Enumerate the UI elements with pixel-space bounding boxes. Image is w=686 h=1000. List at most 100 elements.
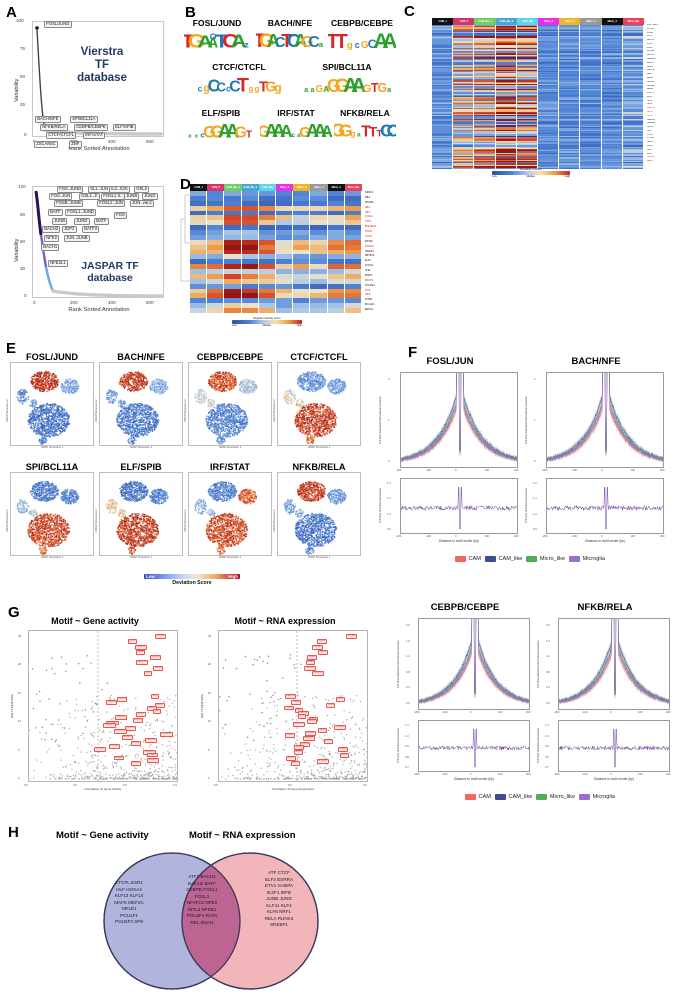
svg-text:z: z xyxy=(245,40,249,50)
heatmap-cell xyxy=(432,114,453,116)
heatmap-row-label: REL xyxy=(647,73,652,76)
heatmap-cell xyxy=(241,210,258,216)
heatmap-cell xyxy=(453,91,474,93)
heatmap-cell xyxy=(559,114,580,116)
scatter-gene-label: CTCFL xyxy=(94,746,106,752)
heatmap-cell xyxy=(580,127,601,129)
heatmap-cell xyxy=(580,112,601,115)
heatmap-cell xyxy=(580,162,601,164)
heatmap-cell xyxy=(559,126,580,128)
heatmap-cell xyxy=(516,26,538,28)
heatmap-cell xyxy=(495,43,516,45)
heatmap-cell xyxy=(432,65,453,68)
heatmap-cell xyxy=(622,128,644,130)
heatmap-cell xyxy=(559,85,580,87)
logo-nfkb-rela: NFKB/RELA G G g a T T T C C xyxy=(331,108,400,145)
panel-c-legend: Deviation z-score Low Median High xyxy=(492,167,570,178)
svg-text:G: G xyxy=(210,121,224,140)
heatmap-cell xyxy=(580,93,601,95)
umap-x-axis-label: UMAP Dimension 1 xyxy=(129,556,153,559)
panel-c-row-labels: JUN..var.2 FOSL1 JUNB FOS BATF3 ATF3 JDP2 FOSL2… xyxy=(646,24,682,164)
heatmap-cell xyxy=(516,136,538,139)
scatter-gene-label: REL xyxy=(152,708,161,714)
heatmap-cell xyxy=(601,166,622,169)
heatmap-cell xyxy=(224,298,241,304)
heatmap-cell xyxy=(474,112,495,115)
heatmap-cell xyxy=(327,215,344,221)
heatmap-cell xyxy=(453,29,474,32)
heatmap-cell xyxy=(453,162,474,164)
heatmap-cell xyxy=(538,80,559,82)
scatter-gene-label: JUNB xyxy=(307,655,317,661)
footprint-x-tick-top: 100 xyxy=(484,469,489,472)
footprint-legend-item-micro_like: Micro_like xyxy=(536,794,575,800)
vierstra-label-zscan5c: ZSCAN5C xyxy=(34,141,58,149)
heatmap-cell xyxy=(559,87,580,89)
heatmap-cell xyxy=(601,111,622,113)
heatmap-cell xyxy=(432,44,453,46)
umap-y-axis-label: UMAP Dimension 2 xyxy=(95,509,98,532)
footprint-y-axis-label-top: Tn5 Bias Subtracted Normalized Insertion… xyxy=(379,396,382,444)
heatmap-cell xyxy=(432,81,453,83)
heatmap-cell xyxy=(495,138,516,140)
heatmap-cell xyxy=(559,156,580,158)
heatmap-cell xyxy=(559,122,580,124)
heatmap-cell xyxy=(601,102,622,104)
jaspar-label-13: FOSL1..JUND xyxy=(65,209,97,217)
scatter-y-tick: 15 xyxy=(208,690,212,695)
heatmap-cell xyxy=(538,39,559,41)
heatmap-cell xyxy=(310,308,327,313)
heatmap-cell xyxy=(622,74,644,76)
heatmap-cell xyxy=(622,63,644,65)
heatmap-cell xyxy=(601,139,622,141)
heatmap-cell xyxy=(538,68,559,70)
heatmap-cell xyxy=(601,88,622,90)
heatmap-cell xyxy=(516,127,538,129)
heatmap-cell xyxy=(495,68,516,70)
heatmap-cell xyxy=(495,116,516,118)
heatmap-cell xyxy=(293,283,310,289)
heatmap-cell xyxy=(474,64,495,66)
heatmap-cell xyxy=(453,111,474,113)
heatmap-cell xyxy=(293,195,310,201)
heatmap-cell xyxy=(474,87,495,89)
svg-text:G: G xyxy=(334,121,345,140)
heatmap-cell xyxy=(538,157,559,159)
heatmap-cell xyxy=(207,205,224,211)
heatmap-cell xyxy=(276,234,293,240)
heatmap-cell xyxy=(601,132,622,134)
heatmap-cell xyxy=(622,102,644,104)
scatter-panel-0: Motif ~ Gene activity Max TF Motif Delta F… xyxy=(10,616,180,791)
heatmap-cell xyxy=(580,102,601,104)
heatmap-cell xyxy=(516,168,538,170)
heatmap-cell xyxy=(432,133,453,135)
heatmap-cell xyxy=(622,120,644,122)
heatmap-cell xyxy=(495,45,516,47)
heatmap-cell xyxy=(559,74,580,76)
heatmap-cell xyxy=(559,29,580,32)
heatmap-cell xyxy=(601,148,622,151)
heatmap-cell xyxy=(474,81,495,83)
legend-label: Micro_like xyxy=(539,556,566,562)
heatmap-cell xyxy=(538,133,559,135)
heatmap-cell xyxy=(622,41,644,44)
heatmap-cell xyxy=(453,102,474,104)
heatmap-cell xyxy=(601,33,622,35)
heatmap-cell xyxy=(601,55,622,57)
footprint-y-tick-bottom: 0.8 xyxy=(545,755,549,759)
heatmap-column-1 xyxy=(453,25,475,171)
heatmap-cell xyxy=(538,99,559,101)
heatmap-cell xyxy=(559,53,580,56)
heatmap-cell xyxy=(258,200,276,206)
heatmap-cell xyxy=(516,126,538,128)
panel-h: Motif ~ Gene activity Motif ~ RNA expres… xyxy=(4,822,364,997)
heatmap-cell xyxy=(580,43,601,45)
heatmap-cell xyxy=(310,249,327,255)
heatmap-cell xyxy=(495,81,516,83)
heatmap-row-label: SP8 xyxy=(647,148,652,151)
heatmap-cell xyxy=(601,134,622,136)
svg-text:G: G xyxy=(361,40,369,50)
heatmap-cell xyxy=(580,70,601,72)
heatmap-cell xyxy=(622,38,644,40)
heatmap-cell xyxy=(495,50,516,52)
